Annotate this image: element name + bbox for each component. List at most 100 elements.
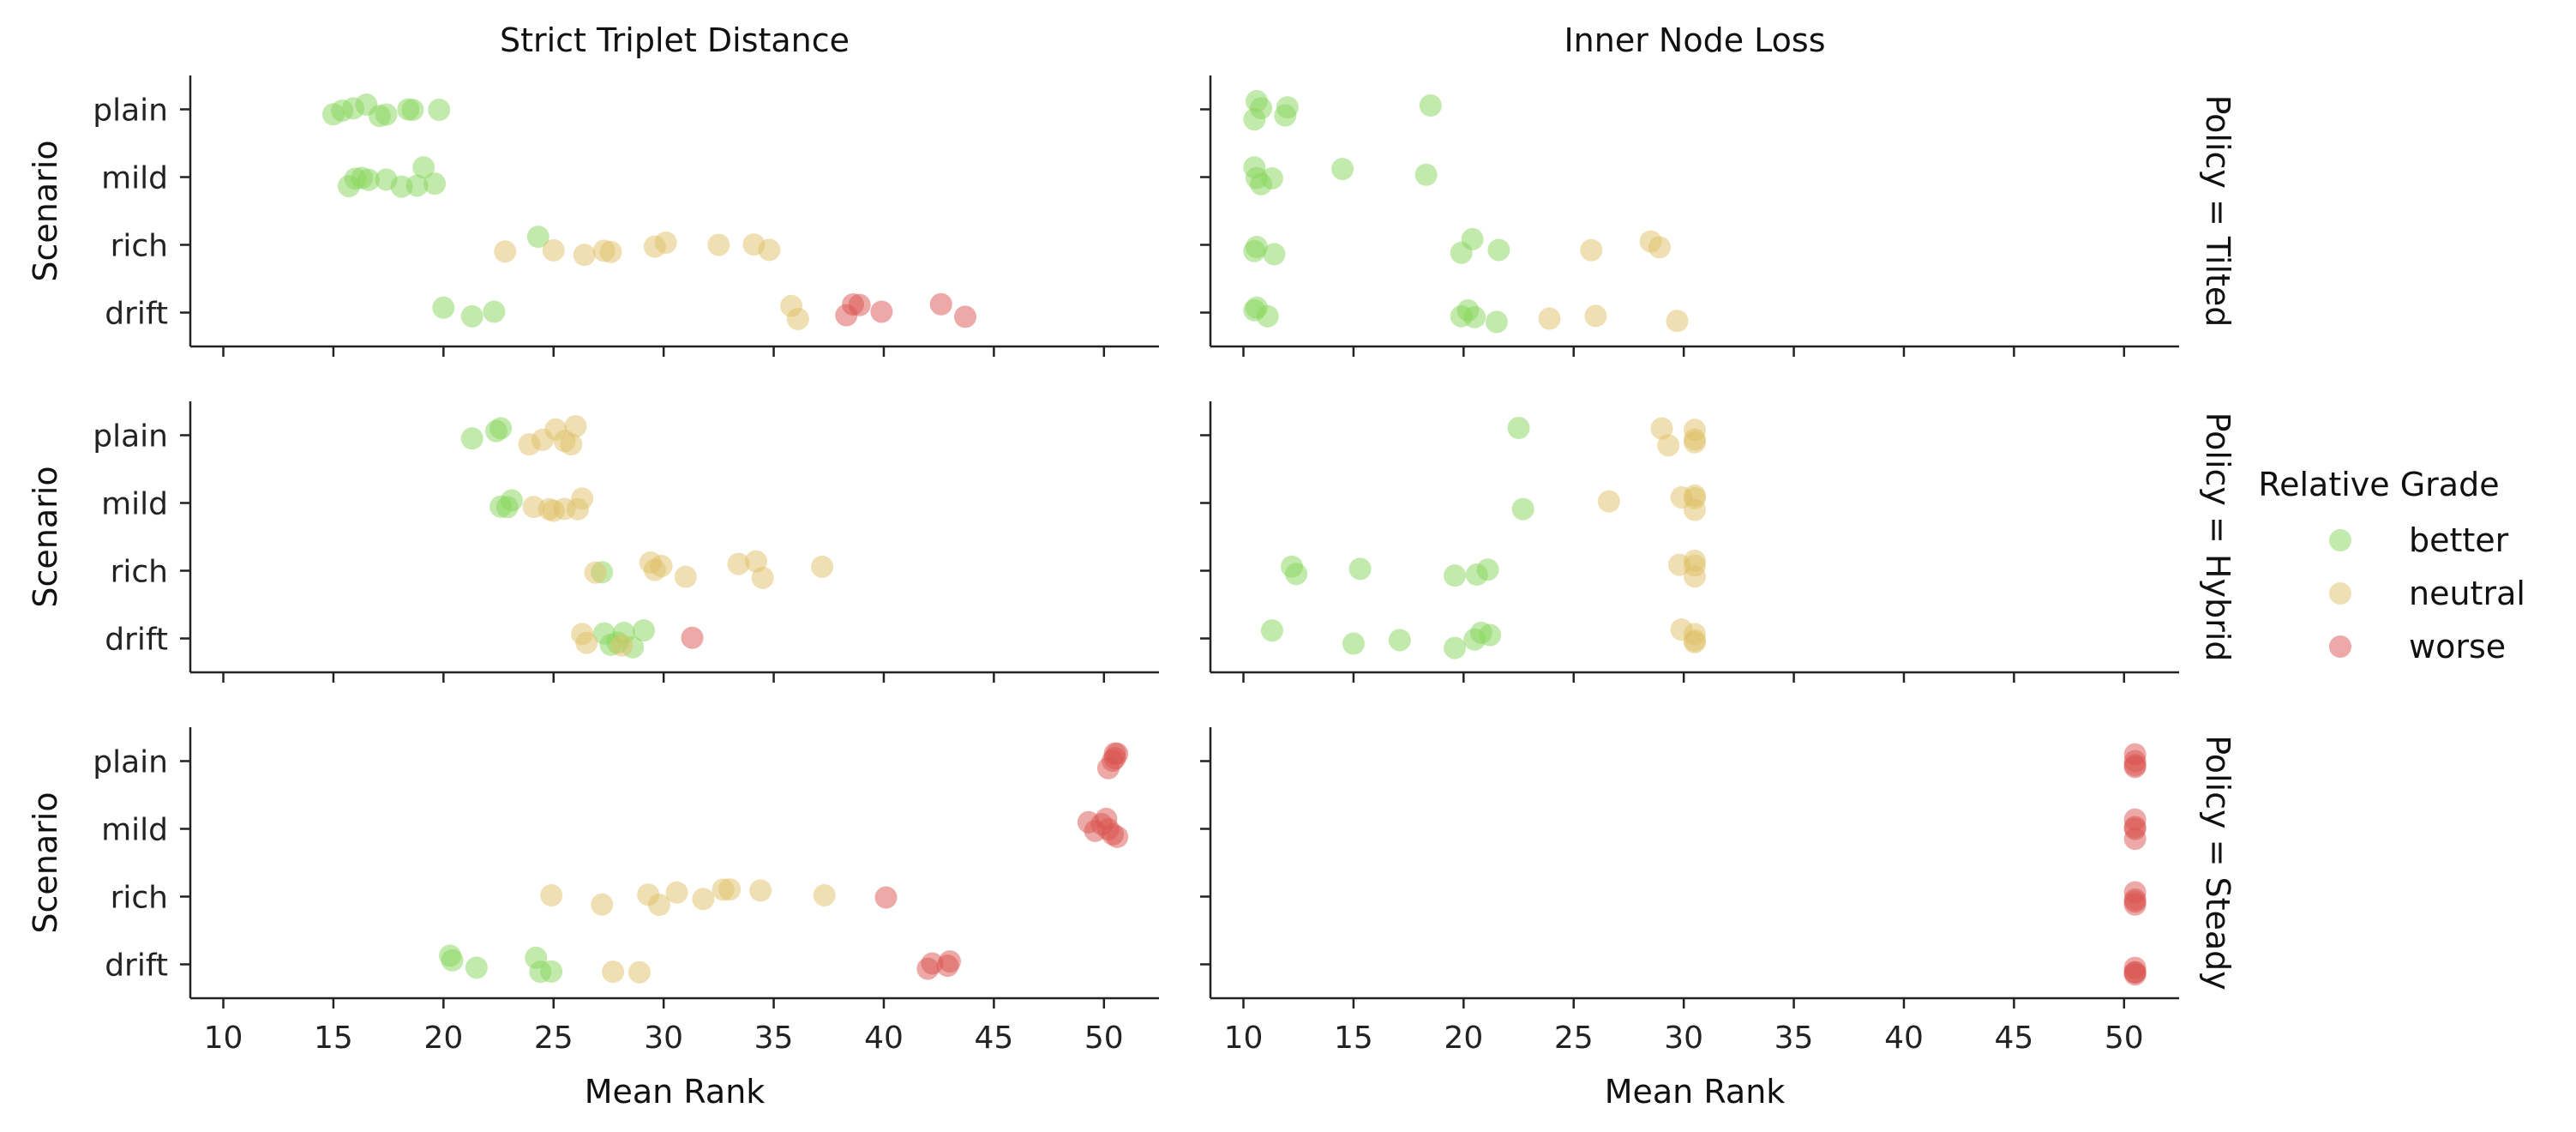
legend-marker-worse: [2329, 635, 2351, 658]
point-neutral-rich: [648, 894, 671, 917]
legend-label-better: better: [2409, 521, 2509, 559]
point-worse-drift: [929, 292, 952, 316]
point-better-drift: [633, 619, 656, 642]
point-better-mild: [500, 489, 523, 512]
point-neutral-drift: [1538, 307, 1561, 330]
y-tick-label-plain: plain: [93, 745, 168, 780]
point-neutral-rich: [813, 883, 836, 906]
y-tick-label-rich: rich: [111, 881, 168, 916]
panel-r1-c1: [1200, 401, 2179, 683]
point-neutral-drift: [1684, 623, 1706, 646]
x-tick-label-20: 20: [1444, 1021, 1483, 1056]
point-better-rich: [1487, 238, 1510, 262]
x-tick-label-15: 15: [314, 1021, 353, 1056]
point-better-drift: [483, 300, 506, 323]
y-tick-label-drift: drift: [105, 297, 168, 332]
point-neutral-mild: [571, 487, 594, 510]
y-tick-label-mild: mild: [101, 813, 168, 848]
point-better-drift: [1444, 636, 1467, 659]
point-better-drift: [1256, 304, 1279, 328]
point-neutral-drift: [627, 960, 651, 984]
point-neutral-rich: [692, 888, 715, 911]
point-better-drift: [1479, 623, 1502, 647]
point-worse-plain: [1106, 742, 1129, 765]
y-tick-label-rich: rich: [111, 555, 168, 590]
point-neutral-rich: [758, 238, 781, 262]
point-worse-plain: [2123, 750, 2147, 773]
point-better-plain: [375, 103, 398, 126]
point-better-plain: [1250, 97, 1273, 120]
legend-label-neutral: neutral: [2409, 575, 2525, 612]
panels-layer: plainmildrichdriftplainmildrichdriftplai…: [93, 75, 2179, 1056]
point-better-drift: [432, 296, 455, 319]
panel-r1-c0: plain mild rich drift: [93, 401, 1159, 683]
point-better-rich: [526, 226, 549, 249]
point-worse-drift: [954, 305, 976, 328]
point-neutral-plain: [564, 415, 587, 438]
point-neutral-rich: [573, 244, 596, 267]
legend-marker-better: [2329, 529, 2351, 551]
point-worse-drift: [939, 950, 962, 973]
point-better-mild: [1414, 163, 1438, 186]
point-neutral-drift: [610, 634, 633, 657]
point-neutral-mild: [1684, 484, 1706, 507]
x-axis-label-right: Mean Rank: [1605, 1073, 1786, 1111]
point-neutral-rich: [718, 878, 742, 901]
x-tick-label-10: 10: [204, 1021, 243, 1056]
point-neutral-rich: [811, 555, 834, 578]
panel-r0-c0: plain mild rich drift: [93, 75, 1159, 357]
y-tick-label-rich: rich: [111, 229, 168, 264]
point-better-drift: [441, 948, 464, 972]
point-neutral-plain: [560, 433, 583, 456]
x-tick-label-50: 50: [2105, 1021, 2144, 1056]
point-neutral-rich: [727, 552, 750, 575]
x-tick-label-15: 15: [1334, 1021, 1373, 1056]
legend: Relative Grade better neutral worse: [2258, 466, 2525, 665]
point-neutral-rich: [591, 893, 614, 916]
point-better-drift: [540, 960, 563, 983]
point-neutral-rich: [599, 240, 622, 263]
point-neutral-rich: [749, 879, 772, 902]
point-better-rich: [1348, 557, 1372, 581]
point-better-rich: [1461, 227, 1484, 250]
y-tick-label-drift: drift: [105, 948, 168, 984]
point-better-drift: [1260, 619, 1283, 642]
point-neutral-drift: [602, 960, 625, 984]
x-tick-label-25: 25: [1554, 1021, 1594, 1056]
point-neutral-rich: [540, 884, 563, 907]
panel-r0-c1: [1200, 75, 2179, 357]
x-tick-label-25: 25: [534, 1021, 573, 1056]
point-neutral-rich: [751, 566, 774, 589]
point-better-plain: [489, 417, 513, 440]
panel-r2-c0: plain mild rich drift 10 15 20 25 30 35 40 45 50: [93, 727, 1159, 1056]
legend-title: Relative Grade: [2258, 466, 2499, 503]
x-tick-label-50: 50: [1084, 1021, 1124, 1056]
point-worse-drift: [848, 293, 871, 316]
point-neutral-drift: [1584, 304, 1607, 328]
point-better-mild: [357, 168, 381, 191]
point-worse-rich: [874, 886, 898, 909]
point-neutral-rich: [1684, 565, 1706, 588]
point-neutral-rich: [665, 881, 688, 904]
row-title-policy-tilted: Policy = Tilted: [2199, 95, 2237, 328]
point-neutral-rich: [584, 561, 607, 584]
column-title-inner-node-loss: Inner Node Loss: [1564, 21, 1825, 59]
point-better-rich: [1263, 243, 1286, 266]
x-tick-label-35: 35: [1774, 1021, 1814, 1056]
point-neutral-plain: [1684, 418, 1706, 442]
point-better-drift: [460, 304, 483, 328]
y-axis-label-row-2: Scenario: [27, 466, 64, 607]
point-better-drift: [1388, 629, 1411, 652]
point-worse-drift: [2123, 960, 2147, 984]
point-better-rich: [1476, 558, 1499, 581]
point-neutral-drift: [1666, 310, 1689, 333]
row-title-policy-steady: Policy = Steady: [2199, 735, 2237, 990]
point-better-plain: [1507, 417, 1530, 440]
point-neutral-plain: [1650, 417, 1673, 440]
legend-items: better neutral worse: [2329, 521, 2525, 665]
point-neutral-rich: [707, 233, 730, 256]
x-tick-label-40: 40: [864, 1021, 904, 1056]
x-tick-label-45: 45: [974, 1021, 1013, 1056]
x-tick-label-40: 40: [1884, 1021, 1924, 1056]
point-better-plain: [428, 99, 451, 122]
